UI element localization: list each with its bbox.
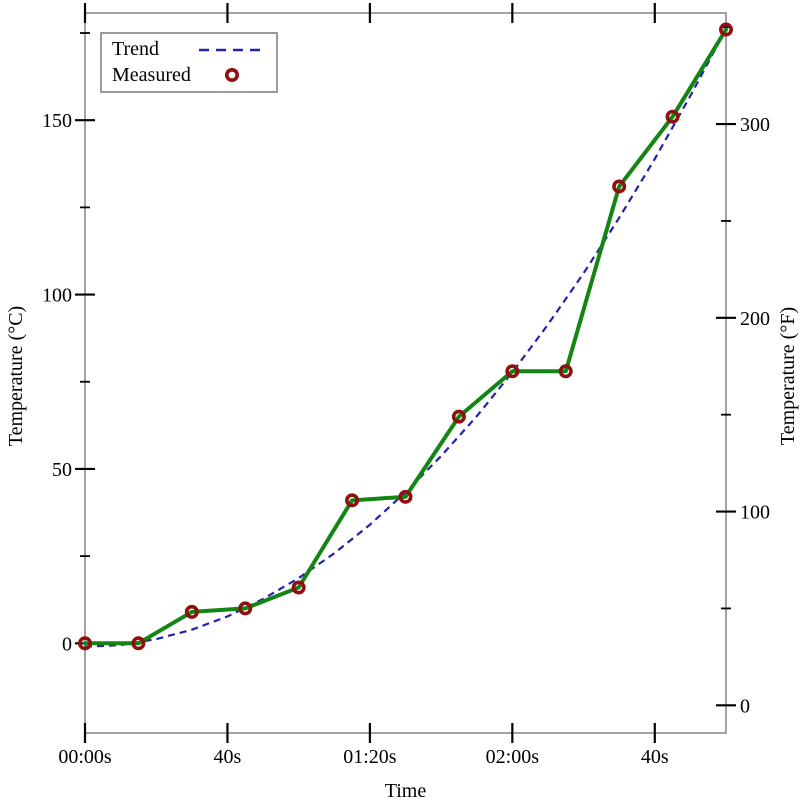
measured-marker [78, 636, 93, 651]
y-left-tick-label: 100 [42, 285, 72, 307]
measured-marker [398, 489, 413, 504]
measured-marker [451, 409, 466, 424]
trend-line-sample-icon [199, 48, 265, 52]
trend-line [84, 28, 727, 648]
y-right-tick-label: 0 [740, 695, 750, 717]
measured-line [83, 27, 728, 646]
y-left-tick-label: 50 [52, 459, 72, 481]
measured-marker [558, 364, 573, 379]
x-axis-tick-label: 02:00s [486, 746, 540, 768]
y-right-tick-label: 100 [740, 502, 770, 524]
measured-marker [238, 601, 253, 616]
legend-item-measured: Measured [112, 63, 266, 88]
measured-marker [291, 580, 306, 595]
y-right-tick-label: 200 [740, 308, 770, 330]
legend: Trend Measured [100, 32, 278, 93]
y-left-tick-label: 0 [62, 633, 72, 655]
y-right-tick-label: 300 [740, 114, 770, 136]
x-axis-tick-label: 40s [214, 746, 242, 768]
measured-marker-sample-icon [224, 68, 239, 83]
y-left-tick-label: 150 [42, 110, 72, 132]
legend-item-trend: Trend [112, 37, 266, 62]
measured-marker [505, 364, 520, 379]
measured-marker [612, 179, 627, 194]
x-axis-tick-label: 01:20s [343, 746, 397, 768]
x-axis-title: Time [385, 780, 427, 802]
legend-label-measured: Measured [112, 63, 191, 86]
x-axis-tick-label: 00:00s [58, 746, 112, 768]
x-axis-tick-label: 40s [641, 746, 669, 768]
measured-marker [345, 493, 360, 508]
y-right-axis-title: Temperature (°F) [777, 307, 799, 445]
measured-marker [184, 604, 199, 619]
measured-marker [718, 22, 733, 37]
plot-frame [84, 12, 727, 734]
measured-marker [131, 636, 146, 651]
y-left-axis-title: Temperature (°C) [5, 306, 27, 446]
measured-marker [665, 109, 680, 124]
legend-label-trend: Trend [112, 38, 160, 61]
